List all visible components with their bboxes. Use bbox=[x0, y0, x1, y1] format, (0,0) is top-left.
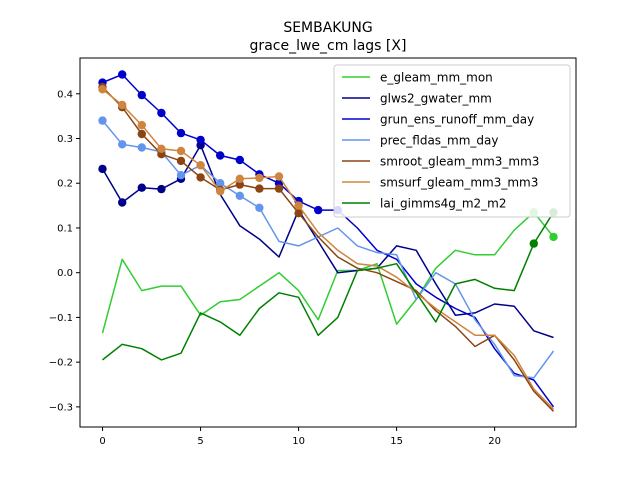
legend-label: smsurf_gleam_mm3_mm3 bbox=[380, 176, 538, 190]
data-point-glws2_gwater_mm bbox=[137, 183, 146, 192]
x-tick-label: 5 bbox=[197, 436, 203, 447]
data-point-prec_fldas_mm_day bbox=[137, 143, 146, 152]
legend: e_gleam_mm_mon glws2_gwater_mm grun_ens_ru… bbox=[333, 64, 571, 218]
x-tick-label: 20 bbox=[488, 436, 501, 447]
axes-frame bbox=[79, 57, 577, 428]
y-tick-label: 0.3 bbox=[57, 134, 73, 145]
data-point-smroot_gleam_mm3_mm3 bbox=[176, 156, 186, 166]
data-point-smsurf_gleam_mm3_mm3 bbox=[176, 146, 186, 156]
data-point-glws2_gwater_mm bbox=[157, 184, 166, 194]
y-tick-label: 0.4 bbox=[57, 89, 73, 100]
legend-label: glws2_gwater_mm bbox=[380, 92, 492, 106]
y-tick-label: −0.1 bbox=[49, 313, 73, 324]
data-point-smroot_gleam_mm3_mm3 bbox=[294, 209, 303, 218]
y-tick-label: −0.2 bbox=[49, 358, 73, 369]
legend-box bbox=[333, 64, 571, 218]
data-point-grun_ens_runoff_mm_day bbox=[137, 90, 146, 100]
data-point-glws2_gwater_mm bbox=[118, 198, 127, 207]
data-point-grun_ens_runoff_mm_day bbox=[176, 128, 186, 138]
data-point-e_gleam_mm_mon bbox=[549, 232, 558, 242]
axes: 0 5 10 15 20 −0.3 −0.2 −0.1 0.0 0.1 0.2 0.3 0.4 bbox=[49, 57, 577, 447]
data-point-smroot_gleam_mm3_mm3 bbox=[274, 184, 284, 193]
data-point-smsurf_gleam_mm3_mm3 bbox=[118, 100, 127, 110]
data-point-smsurf_gleam_mm3_mm3 bbox=[294, 201, 303, 210]
data-point-smsurf_gleam_mm3_mm3 bbox=[216, 187, 225, 196]
data-point-smroot_gleam_mm3_mm3 bbox=[235, 180, 244, 189]
data-point-smsurf_gleam_mm3_mm3 bbox=[98, 85, 107, 94]
legend-label: smroot_gleam_mm3_mm3 bbox=[380, 155, 539, 169]
data-point-smroot_gleam_mm3_mm3 bbox=[137, 129, 146, 139]
data-point-smsurf_gleam_mm3_mm3 bbox=[196, 161, 205, 170]
data-point-prec_fldas_mm_day bbox=[255, 203, 264, 212]
y-tick-label: 0.2 bbox=[57, 179, 73, 190]
data-point-glws2_gwater_mm bbox=[98, 164, 107, 174]
data-point-grun_ens_runoff_mm_day bbox=[118, 70, 127, 79]
series-line-e_gleam_mm_mon bbox=[101, 211, 555, 334]
data-point-prec_fldas_mm_day bbox=[216, 179, 225, 188]
data-point-prec_fldas_mm_day bbox=[176, 171, 186, 180]
x-tick-label: 0 bbox=[99, 436, 105, 447]
plot-area bbox=[98, 70, 558, 412]
data-point-grun_ens_runoff_mm_day bbox=[235, 155, 244, 165]
data-point-smsurf_gleam_mm3_mm3 bbox=[157, 144, 166, 153]
data-point-smsurf_gleam_mm3_mm3 bbox=[137, 120, 146, 130]
legend-label: grun_ens_runoff_mm_day bbox=[380, 113, 534, 127]
data-point-smsurf_gleam_mm3_mm3 bbox=[255, 173, 264, 183]
x-tick-label: 10 bbox=[292, 436, 305, 447]
y-tick-label: −0.3 bbox=[49, 402, 73, 413]
x-tick-label: 15 bbox=[390, 436, 403, 447]
data-point-grun_ens_runoff_mm_day bbox=[314, 205, 323, 215]
chart-subtitle: grace_lwe_cm lags [X] bbox=[250, 38, 407, 54]
legend-label: prec_fldas_mm_day bbox=[380, 134, 499, 148]
data-point-grun_ens_runoff_mm_day bbox=[157, 108, 166, 118]
chart-title: SEMBAKUNG bbox=[283, 20, 372, 36]
data-point-prec_fldas_mm_day bbox=[98, 116, 107, 125]
data-point-grun_ens_runoff_mm_day bbox=[216, 151, 225, 160]
legend-label: e_gleam_mm_mon bbox=[380, 71, 493, 85]
y-tick-label: 0.1 bbox=[57, 223, 73, 234]
y-tick-label: 0.0 bbox=[57, 268, 73, 279]
series-line-prec_fldas_mm_day bbox=[101, 120, 555, 379]
data-point-lai_gimms4g_m2_m2 bbox=[529, 239, 538, 248]
data-point-smroot_gleam_mm3_mm3 bbox=[255, 184, 264, 193]
legend-label: lai_gimms4g_m2_m2 bbox=[380, 197, 507, 211]
data-point-smroot_gleam_mm3_mm3 bbox=[196, 173, 205, 182]
data-point-prec_fldas_mm_day bbox=[235, 191, 244, 200]
data-point-grun_ens_runoff_mm_day bbox=[196, 135, 205, 145]
data-point-smsurf_gleam_mm3_mm3 bbox=[274, 172, 284, 181]
data-point-prec_fldas_mm_day bbox=[118, 140, 127, 149]
data-point-smsurf_gleam_mm3_mm3 bbox=[235, 174, 244, 183]
series-line-lai_gimms4g_m2_m2 bbox=[102, 211, 555, 361]
